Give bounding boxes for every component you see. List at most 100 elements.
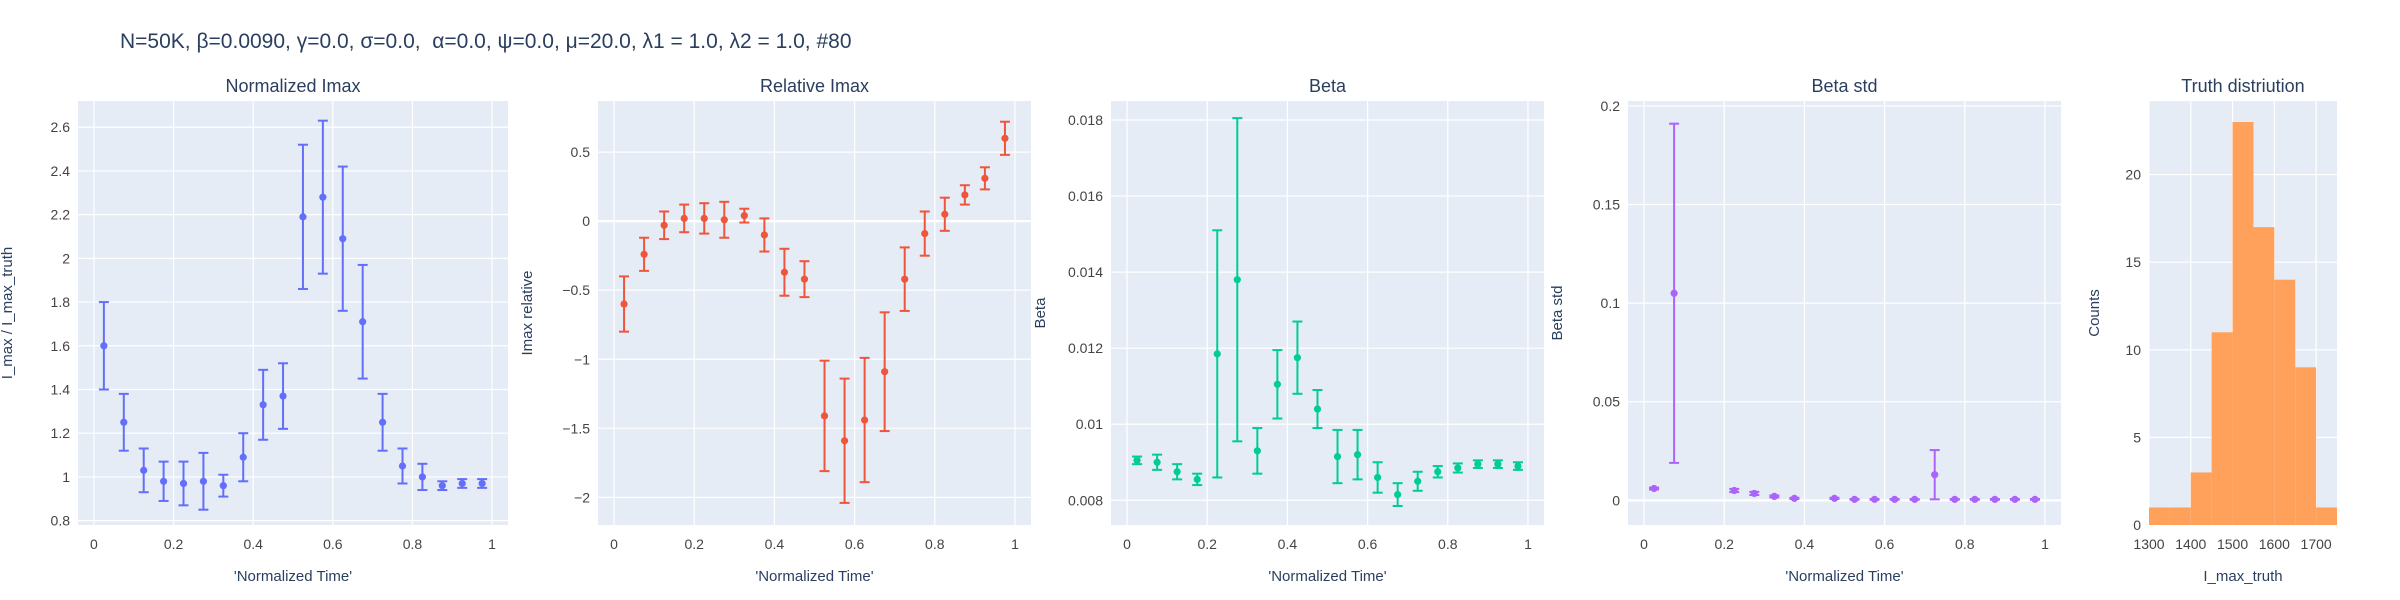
x-tick-label: 0.8 <box>925 536 945 552</box>
x-tick-label: 0.6 <box>323 536 343 552</box>
y-tick-label: 0.15 <box>1593 197 1620 213</box>
x-tick-label: 0.4 <box>1795 536 1815 552</box>
data-point <box>740 212 748 220</box>
y-tick-label: 0.5 <box>571 144 591 160</box>
chart-panel-4: 0 0.2 0.4 0.6 0.8 1 0 0.05 0.1 0.15 0.2 Beta std 'No… <box>1549 76 2061 585</box>
y-tick-label: 15 <box>2125 254 2141 270</box>
data-point <box>760 231 768 239</box>
x-tick-label: 0.8 <box>403 536 423 552</box>
chart-panel-2: 0 0.2 0.4 0.6 0.8 1 −2 −1.5 −1 −0.5 0 0.5 Relative I… <box>519 76 1031 585</box>
y-tick-label: 0.05 <box>1593 394 1620 410</box>
data-point <box>1454 464 1462 472</box>
y-tick-label: 20 <box>2125 167 2141 183</box>
histogram-bar <box>2316 507 2337 525</box>
plot-background <box>1628 101 2061 525</box>
x-tick-label: 1 <box>2041 536 2049 552</box>
x-tick-label: 1 <box>1011 536 1019 552</box>
x-tick-label: 1 <box>488 536 496 552</box>
data-point <box>1353 451 1362 459</box>
data-point <box>1313 405 1322 413</box>
plot-background <box>598 101 1031 525</box>
y-axis-label: I_max / I_max_truth <box>0 247 16 380</box>
chart-title: Truth distriution <box>2181 76 2304 96</box>
data-point <box>1891 495 1899 503</box>
y-axis-label: Beta std <box>1549 285 1566 340</box>
x-tick-label: 1400 <box>2175 536 2206 552</box>
data-point <box>1670 289 1678 297</box>
x-tick-label: 0.6 <box>1875 536 1895 552</box>
y-axis-label: Imax relative <box>519 270 536 355</box>
data-point <box>941 210 949 218</box>
histogram-bar <box>2190 472 2212 525</box>
x-tick-label: 0.2 <box>1714 536 1734 552</box>
x-tick-label: 0.2 <box>1197 536 1217 552</box>
data-point <box>1434 468 1442 476</box>
data-point <box>1911 495 1919 503</box>
data-point <box>1133 456 1141 464</box>
y-tick-label: 0.1 <box>1601 295 1621 311</box>
data-point <box>239 453 247 461</box>
data-point <box>981 174 989 182</box>
data-point <box>1494 460 1502 468</box>
data-point <box>680 214 688 222</box>
data-point <box>901 275 909 283</box>
data-point <box>1971 495 1979 503</box>
x-tick-label: 0.4 <box>243 536 263 552</box>
data-point <box>2011 495 2019 503</box>
data-point <box>961 191 969 199</box>
data-point <box>921 229 929 238</box>
y-tick-label: −1 <box>574 351 590 367</box>
data-point <box>780 268 789 276</box>
x-tick-label: 0.6 <box>1358 536 1378 552</box>
data-point <box>438 482 446 490</box>
data-point <box>640 250 648 258</box>
data-point <box>1474 460 1482 468</box>
y-tick-label: 2.2 <box>51 207 71 223</box>
y-tick-label: 0.016 <box>1068 188 1103 204</box>
histogram-bar <box>2211 332 2233 525</box>
x-tick-label: 0.8 <box>1438 536 1458 552</box>
plot-background <box>78 101 508 525</box>
y-axis-label: Counts <box>2086 289 2103 337</box>
histogram-bar <box>2253 227 2275 526</box>
data-point <box>660 221 668 229</box>
data-point <box>1153 458 1161 466</box>
chart-title: Relative Imax <box>760 76 869 96</box>
data-point <box>1790 494 1798 502</box>
x-tick-label: 1600 <box>2259 536 2290 552</box>
data-point <box>418 473 426 481</box>
data-point <box>160 477 168 485</box>
histogram-bar <box>2149 507 2170 525</box>
data-point <box>378 418 387 426</box>
y-tick-label: 0 <box>2133 517 2141 533</box>
y-tick-label: 5 <box>2133 429 2141 445</box>
y-tick-label: −0.5 <box>562 282 590 298</box>
data-point <box>279 392 287 400</box>
y-tick-label: 0.01 <box>1076 416 1103 432</box>
x-tick-label: 0 <box>610 536 618 552</box>
chart-panel-1: 0 0.2 0.4 0.6 0.8 1 0.8 1 1.2 1.4 1.6 1.8 2 2.2 2.4 2.6… <box>0 76 508 585</box>
x-tick-label: 0 <box>90 536 98 552</box>
x-tick-label: 0 <box>1123 536 1131 552</box>
y-tick-label: 2.6 <box>51 119 71 135</box>
y-tick-label: 0 <box>1612 492 1620 508</box>
data-point <box>1253 447 1261 455</box>
data-point <box>120 418 128 426</box>
y-tick-label: −1.5 <box>562 420 590 436</box>
y-tick-label: 0.018 <box>1068 112 1103 128</box>
data-point <box>700 214 708 222</box>
data-point <box>1001 134 1009 142</box>
histogram-bar <box>2169 507 2191 525</box>
data-point <box>299 213 307 221</box>
x-axis-label: 'Normalized Time' <box>755 568 873 585</box>
data-point <box>1931 471 1939 479</box>
x-axis-label: 'Normalized Time' <box>1785 568 1903 585</box>
data-point <box>199 477 208 485</box>
x-axis-label: 'Normalized Time' <box>1268 568 1386 585</box>
data-point <box>1514 462 1522 470</box>
histogram-bar <box>2295 367 2317 525</box>
y-tick-label: 1.4 <box>51 381 71 397</box>
x-tick-label: 0.4 <box>765 536 785 552</box>
data-point <box>1333 452 1342 461</box>
